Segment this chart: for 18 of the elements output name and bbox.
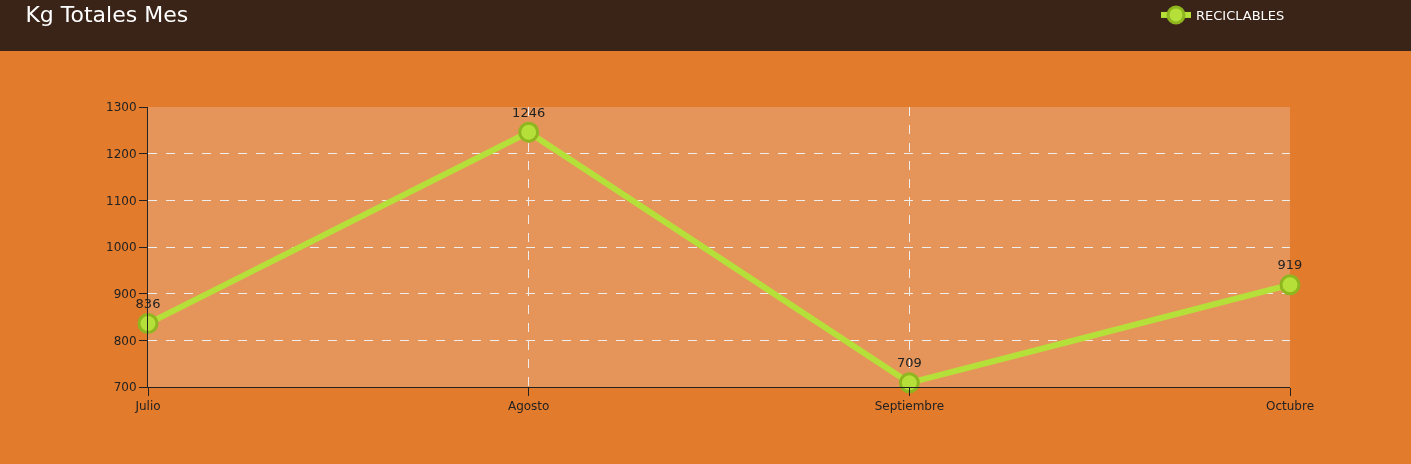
y-tick-label: 700 <box>113 380 137 395</box>
y-tick-label: 800 <box>113 333 137 348</box>
legend-label: RECICLABLES <box>1196 8 1285 24</box>
data-label: 919 <box>1277 257 1303 273</box>
x-tick-label: Septiembre <box>874 399 945 414</box>
y-tick-label: 1000 <box>106 240 137 255</box>
point <box>137 313 159 335</box>
x-tick-label: Agosto <box>507 399 550 414</box>
y-tick-label: 1100 <box>106 193 137 208</box>
point <box>1279 274 1301 296</box>
chart-title: Kg Totales Mes <box>25 2 189 28</box>
x-tick-label: Octubre <box>1265 399 1315 414</box>
y-tick-label: 1200 <box>106 146 137 161</box>
point <box>518 121 540 143</box>
x-tick-label: Julio <box>134 399 161 414</box>
point <box>898 372 920 394</box>
y-tick-label: 1300 <box>106 100 137 115</box>
y-tick-label: 900 <box>113 286 137 301</box>
